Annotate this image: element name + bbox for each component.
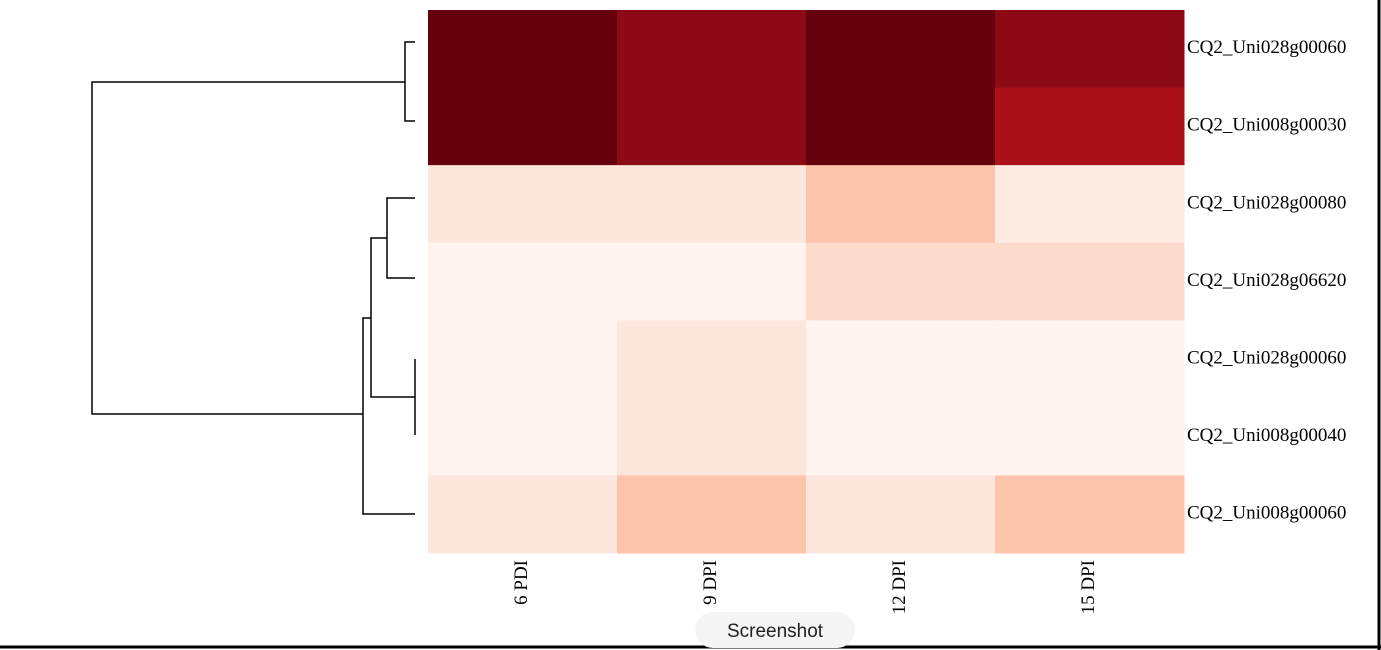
heatmap-cell	[428, 165, 618, 244]
heatmap-cell	[806, 242, 996, 321]
column-label: 9 DPI	[700, 560, 721, 605]
heatmap-cell	[617, 242, 807, 321]
heatmap-cell	[806, 87, 996, 166]
heatmap-cell	[428, 242, 618, 321]
heatmap-cell	[806, 320, 996, 399]
column-label: 6 PDI	[511, 560, 532, 605]
dendrogram	[91, 41, 416, 515]
row-label: CQ2_Uni008g00040	[1187, 425, 1346, 446]
heatmap-cell	[995, 242, 1185, 321]
heatmap	[428, 10, 1185, 554]
heatmap-cell	[995, 165, 1185, 244]
heatmap-cell	[806, 10, 996, 89]
heatmap-cell	[428, 320, 618, 399]
row-label: CQ2_Uni008g00030	[1187, 115, 1346, 136]
heatmap-cell	[617, 87, 807, 166]
heatmap-cell	[995, 10, 1185, 89]
heatmap-cell	[806, 397, 996, 476]
heatmap-cell	[428, 10, 618, 89]
heatmap-cell	[806, 475, 996, 554]
row-label: CQ2_Uni028g06620	[1187, 270, 1346, 291]
column-label: 15 DPI	[1078, 560, 1099, 614]
dendrogram-branch	[362, 317, 415, 515]
heatmap-cell	[428, 397, 618, 476]
dendrogram-branch	[370, 237, 415, 398]
heatmap-cell	[806, 165, 996, 244]
row-label: CQ2_Uni028g00060	[1187, 37, 1346, 58]
heatmap-cell	[617, 475, 807, 554]
heatmap-cell	[617, 397, 807, 476]
dendrogram-branch	[386, 197, 415, 279]
row-label: CQ2_Uni008g00060	[1187, 503, 1346, 524]
row-label: CQ2_Uni028g00060	[1187, 347, 1346, 368]
button-background[interactable]	[695, 612, 855, 648]
dendrogram-branch	[91, 81, 405, 415]
heatmap-cell	[428, 475, 618, 554]
heatmap-cell	[428, 87, 618, 166]
heatmap-cell	[617, 320, 807, 399]
dendrogram-branch	[404, 41, 415, 122]
screenshot-button[interactable]: Screenshot	[695, 612, 855, 648]
heatmap-cell	[995, 397, 1185, 476]
row-label: CQ2_Uni028g00080	[1187, 192, 1346, 213]
button-label[interactable]: Screenshot	[727, 621, 824, 642]
heatmap-cell	[617, 10, 807, 89]
column-label: 12 DPI	[889, 560, 910, 614]
heatmap-cell	[995, 320, 1185, 399]
heatmap-cell	[995, 475, 1185, 554]
heatmap-cell	[617, 165, 807, 244]
heatmap-cell	[995, 87, 1185, 166]
